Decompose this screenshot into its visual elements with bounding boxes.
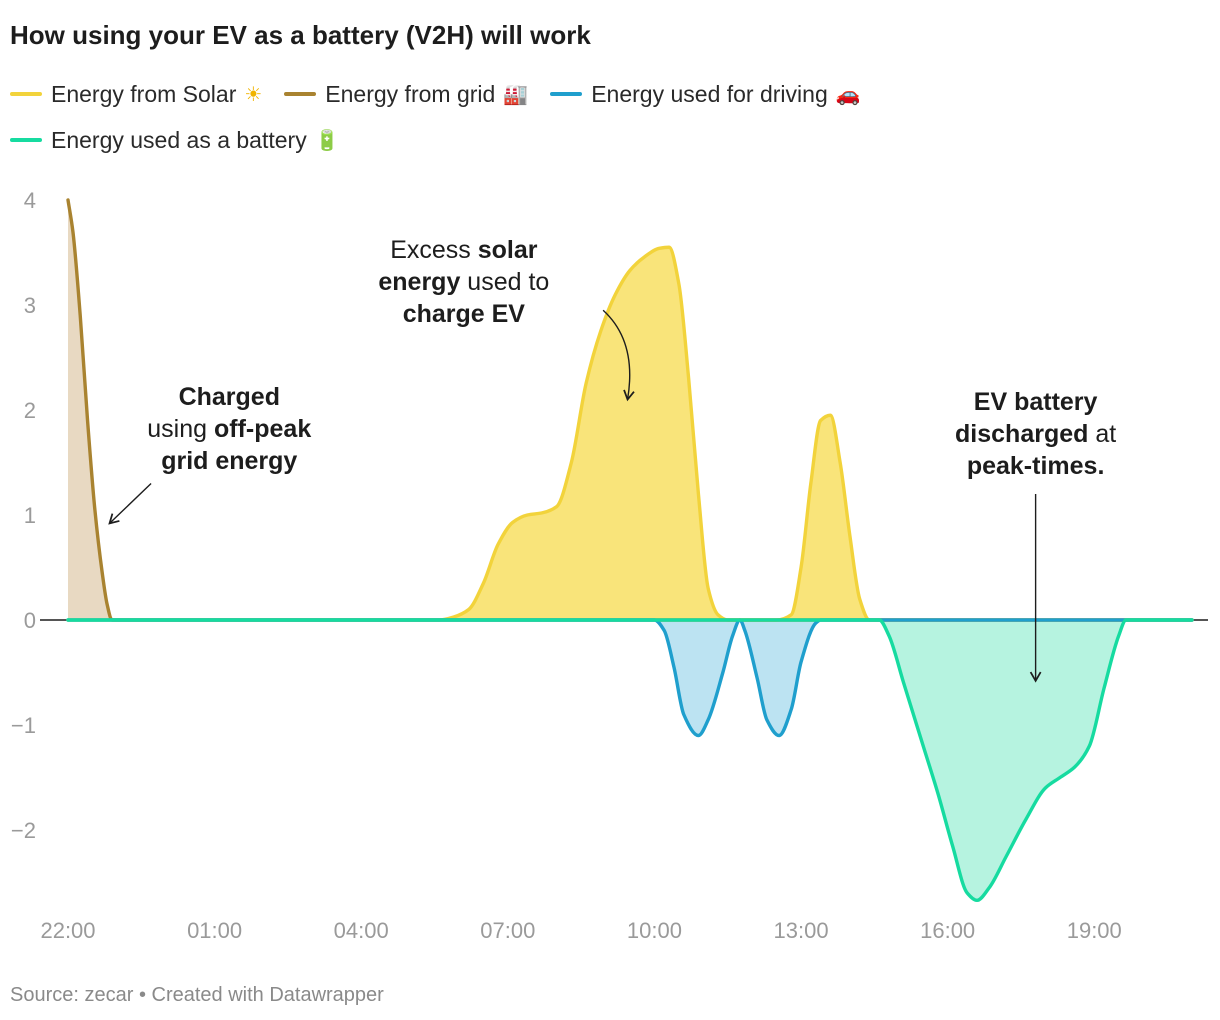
annotation-text: used to <box>460 268 549 296</box>
annotation-3: EV battery discharged at peak-times. <box>955 388 1116 683</box>
x-tick-label: 16:00 <box>920 918 975 943</box>
x-tick-label: 01:00 <box>187 918 242 943</box>
area-energy-used-as-a-battery <box>68 620 1192 901</box>
car-icon: 🚗 <box>835 82 861 106</box>
annotation-line: using off-peak <box>147 415 311 443</box>
y-tick-label: −2 <box>11 818 36 843</box>
annotation-2: Excess solar energy used to charge EV <box>378 236 635 402</box>
annotation-bold-text: solar <box>478 236 538 264</box>
factory-icon: 🏭 <box>503 82 529 106</box>
annotation-arrow <box>108 482 152 525</box>
y-tick-label: 3 <box>24 293 36 318</box>
battery-icon: 🔋 <box>314 128 340 152</box>
annotation-bold-text: off-peak <box>214 415 311 443</box>
annotation-bold-text: discharged <box>955 420 1088 448</box>
annotation-line: Excess solar <box>390 236 538 264</box>
y-tick-label: 2 <box>24 398 36 423</box>
annotation-text: using <box>147 415 214 443</box>
line-energy-from-solar <box>66 245 1194 622</box>
series-lines <box>66 198 1194 903</box>
annotation-line: peak-times. <box>967 452 1105 480</box>
annotation-bold-text: energy <box>378 268 460 296</box>
annotation-line: Charged <box>179 383 280 411</box>
legend-item-solar: Energy from Solar ☀ <box>10 78 262 110</box>
sun-icon: ☀ <box>244 82 263 106</box>
annotation-bold-text: EV battery <box>974 388 1098 416</box>
legend-swatch-solar <box>10 92 42 96</box>
annotation-line: grid energy <box>161 447 297 475</box>
legend-label-grid: Energy from grid <box>325 80 496 107</box>
legend-item-driving: Energy used for driving 🚗 <box>550 78 861 110</box>
annotation-text: at <box>1088 420 1116 448</box>
annotation-line: energy used to <box>378 268 549 296</box>
annotation-1: Charged using off-peak grid energy <box>108 383 311 525</box>
y-tick-label: 0 <box>24 608 36 633</box>
legend-label-solar: Energy from Solar <box>51 80 237 107</box>
x-tick-label: 04:00 <box>334 918 389 943</box>
y-tick-label: 4 <box>24 188 36 213</box>
legend-swatch-grid <box>284 92 317 96</box>
annotation-text: Excess <box>390 236 478 264</box>
x-tick-label: 19:00 <box>1067 918 1122 943</box>
x-tick-label: 13:00 <box>774 918 829 943</box>
annotation-line: EV battery <box>974 388 1098 416</box>
y-axis-ticks: 4 3 2 1 0 −1 −2 <box>11 188 36 843</box>
annotation-arrow <box>602 309 635 402</box>
legend-item-battery: Energy used as a battery 🔋 <box>10 124 340 156</box>
x-tick-label: 10:00 <box>627 918 682 943</box>
x-axis-ticks: 22:00 01:00 04:00 07:00 10:00 13:00 16:00 19:00 <box>40 918 1121 943</box>
x-tick-label: 22:00 <box>40 918 95 943</box>
legend-swatch-driving <box>550 92 583 96</box>
annotation-bold-text: peak-times. <box>967 452 1105 480</box>
y-tick-label: 1 <box>24 503 36 528</box>
legend: Energy from Solar ☀ Energy from grid 🏭 E… <box>10 78 1190 156</box>
legend-swatch-battery <box>10 138 42 142</box>
annotation-bold-text: Charged <box>179 383 280 411</box>
y-tick-label: −1 <box>11 713 36 738</box>
source-note: Source: zecar • Created with Datawrapper <box>10 984 384 1006</box>
annotation-bold-text: charge EV <box>403 300 526 328</box>
area-fills <box>68 200 1192 901</box>
area-energy-from-solar <box>68 247 1192 620</box>
x-tick-label: 07:00 <box>480 918 535 943</box>
annotation-line: charge EV <box>403 300 526 328</box>
legend-label-driving: Energy used for driving <box>591 80 828 107</box>
annotation-bold-text: grid energy <box>161 447 297 475</box>
annotation-line: discharged at <box>955 420 1116 448</box>
line-energy-used-as-a-battery <box>66 618 1194 903</box>
legend-item-grid: Energy from grid 🏭 <box>284 78 528 110</box>
chart-title: How using your EV as a battery (V2H) wil… <box>10 20 591 50</box>
annotations: Charged using off-peak grid energy Excess s… <box>108 236 1116 683</box>
legend-label-battery: Energy used as a battery <box>51 126 307 153</box>
